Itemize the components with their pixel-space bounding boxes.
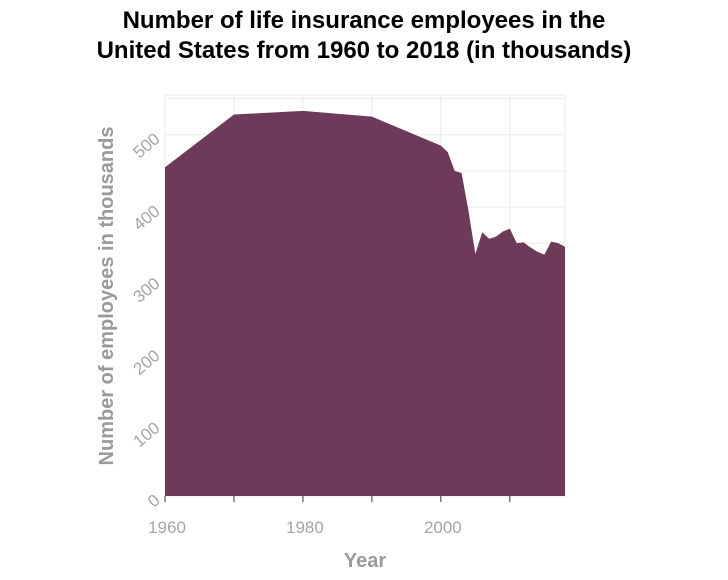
chart-title-line-2: United States from 1960 to 2018 (in thou… xyxy=(96,37,632,64)
chart-title: Number of life insurance employees in th… xyxy=(0,6,728,66)
y-axis-ticks: 0 100 200 300 400 500 xyxy=(130,129,164,511)
x-tick-label: 1980 xyxy=(286,518,324,537)
y-tick-label: 0 xyxy=(144,491,163,512)
y-axis-title: Number of employees in thousands xyxy=(96,127,118,466)
series-area-group xyxy=(165,110,565,496)
y-tick-label: 400 xyxy=(130,202,164,235)
chart-title-line-1: Number of life insurance employees in th… xyxy=(122,7,606,34)
y-tick-label: 200 xyxy=(130,346,164,379)
x-tick-label: 1960 xyxy=(148,518,186,537)
series-area xyxy=(165,110,565,496)
y-tick-label: 300 xyxy=(130,274,164,307)
y-tick-label: 100 xyxy=(130,418,164,451)
x-tick-label: 2000 xyxy=(424,518,462,537)
x-axis-ticks: 1960 1980 2000 xyxy=(148,496,511,537)
y-tick-label: 500 xyxy=(130,129,164,162)
x-axis-title: Year xyxy=(344,550,386,572)
